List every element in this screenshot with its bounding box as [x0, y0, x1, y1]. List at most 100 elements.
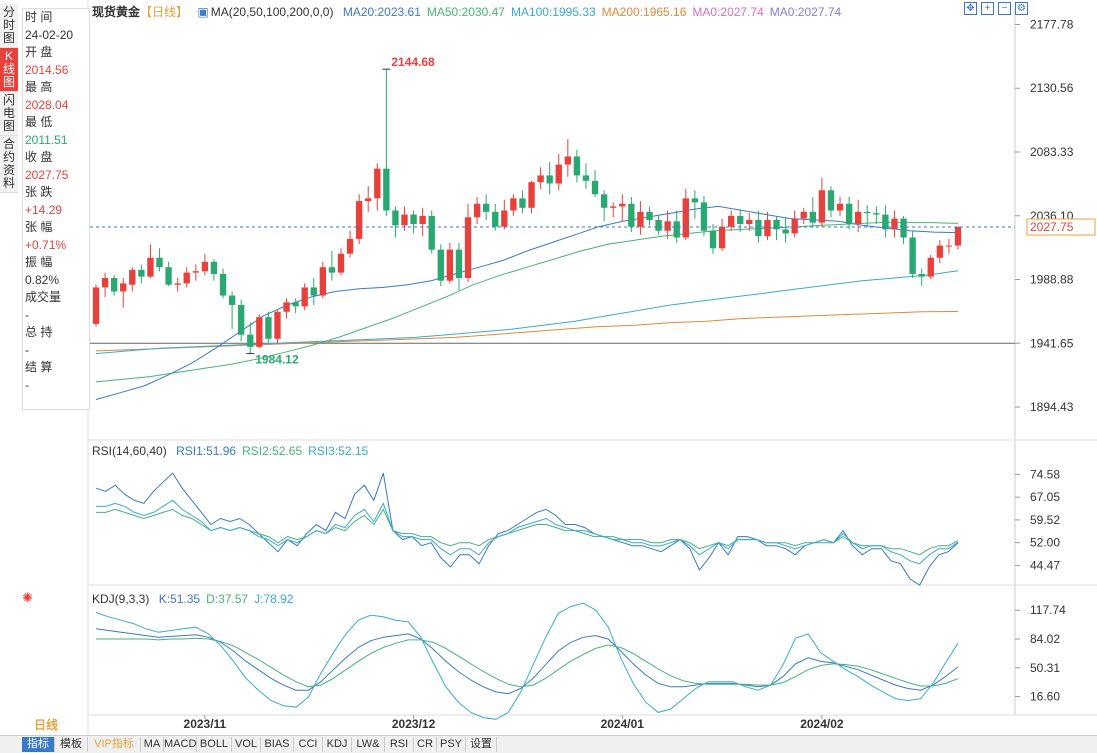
candle-body: [201, 261, 209, 272]
price-axis: 2177.782130.562083.332036.101988.881941.…: [184, 17, 1096, 731]
candle-body: [555, 164, 562, 184]
candle-body: [129, 269, 136, 285]
indicator-tick-label: 44.47: [1030, 558, 1060, 572]
candle-body: [492, 211, 499, 227]
candle-body: [773, 219, 780, 230]
period-label: 【日线】: [140, 5, 189, 19]
amplitude-value: 0.82%: [25, 272, 60, 287]
ma-params: MA(20,50,100,200,0,0): [210, 5, 334, 19]
candle-body: [727, 215, 735, 227]
candle-body: [945, 245, 953, 247]
indicator-tab-6[interactable]: VOL: [232, 737, 261, 752]
candle-body: [528, 182, 535, 208]
close-value: 2027.75: [25, 167, 69, 182]
left-tab-2[interactable]: 闪电图: [0, 92, 18, 136]
candle-body: [110, 278, 118, 292]
kdj-values: K:51.35 D:37.57 J:78.92: [159, 592, 300, 606]
candle-body: [455, 249, 463, 278]
candle-body: [809, 211, 816, 223]
candle-body: [410, 214, 417, 224]
high-marker-label: 2144.68: [391, 55, 435, 69]
candle-body: [464, 217, 472, 278]
date-tick-label: 2023/11: [184, 717, 227, 731]
zoom-out-icon[interactable]: −: [998, 2, 1011, 15]
candle-body: [419, 215, 426, 224]
candle-body: [664, 221, 671, 231]
settings-icon[interactable]: ⚙: [1015, 2, 1028, 15]
indicator-tab-5[interactable]: BOLL: [197, 737, 232, 752]
candle-body: [519, 198, 526, 208]
candle-body: [437, 249, 444, 281]
candle-body: [228, 295, 236, 305]
indicator-tab-14[interactable]: 设置: [466, 737, 497, 752]
candle-body: [628, 203, 635, 227]
ma50-line: [95, 222, 959, 383]
indicator-tab-0[interactable]: 指标: [22, 737, 55, 752]
price-tick-label: 1894.43: [1030, 400, 1074, 414]
candle-body: [791, 218, 798, 234]
date-tick-label: 2023/12: [392, 717, 436, 731]
ma-value-3: MA200:1965.16: [601, 5, 687, 19]
candle-body: [954, 226, 962, 246]
rsi-series-RSI2: [96, 508, 959, 556]
candle-body: [274, 311, 281, 339]
open-interest-label: 总 持: [25, 325, 53, 339]
candle-body: [655, 219, 662, 231]
candle-body: [755, 219, 762, 237]
candle-body: [138, 269, 145, 277]
indicator-tab-12[interactable]: CR: [414, 737, 437, 752]
indicator-tab-11[interactable]: RSI: [385, 737, 414, 752]
candle-body: [827, 190, 835, 211]
left-tab-0[interactable]: 分时图: [0, 4, 18, 48]
kdj-legend: KDJ(9,3,3) K:51.35 D:37.57 J:78.92: [92, 592, 305, 606]
indicator-tick-label: 16.60: [1030, 690, 1060, 704]
candle-body: [473, 203, 481, 218]
indicator-tab-8[interactable]: CCI: [294, 737, 323, 752]
candle-body: [374, 168, 381, 199]
candle-body: [283, 302, 290, 312]
indicator-tab-2[interactable]: VIP指标: [88, 737, 141, 752]
ma-value-5: MA0:2027.74: [769, 5, 842, 19]
indicator-tab-10[interactable]: LW&: [352, 737, 385, 752]
candle-body: [891, 218, 898, 230]
candle-body: [482, 203, 490, 212]
candle-body: [310, 287, 317, 296]
candle-body: [882, 214, 889, 230]
indicator-tab-13[interactable]: PSY: [437, 737, 466, 752]
candle-body: [610, 206, 617, 208]
date-tick-label: 2024/01: [601, 717, 645, 731]
ma20-line: [95, 205, 959, 400]
indicator-tick-label: 50.31: [1030, 661, 1060, 675]
indicator-tick-label: 67.05: [1030, 490, 1060, 504]
candle-body: [646, 211, 653, 220]
candle-body: [855, 211, 862, 224]
candle-body: [501, 210, 508, 227]
indicator-tab-9[interactable]: KDJ: [323, 737, 352, 752]
kdj-label: KDJ(9,3,3): [92, 592, 150, 606]
candle-body: [219, 273, 227, 296]
indicator-tab-1[interactable]: 模板: [55, 737, 88, 752]
ma100-line: [95, 270, 959, 355]
symbol-name: 现货黄金: [92, 5, 141, 19]
candle-body: [392, 210, 399, 226]
candle-body: [428, 215, 435, 250]
zoom-in-icon[interactable]: +: [981, 2, 994, 15]
candle-body: [446, 249, 454, 281]
left-tab-3[interactable]: 合约资料: [0, 136, 18, 193]
candle-body: [265, 317, 272, 339]
ma-values: MA20:2023.61 MA50:2030.47 MA100:1995.33 MA2…: [343, 5, 847, 19]
current-price-box: [1026, 218, 1096, 236]
candle-body: [301, 287, 308, 307]
ma-toggle-icon[interactable]: ▣: [197, 5, 209, 19]
indicator-settings-icon[interactable]: ✺: [22, 590, 33, 605]
period-tab[interactable]: 日线: [34, 718, 59, 732]
indicator-tab-7[interactable]: BIAS: [261, 737, 294, 752]
indicator-tab-3[interactable]: MA: [141, 737, 164, 752]
rsi-value-0: RSI1:51.96: [176, 444, 237, 458]
indicator-tab-4[interactable]: MACD: [164, 737, 197, 752]
candle-body: [573, 156, 581, 176]
candle-body: [764, 219, 771, 237]
move-icon[interactable]: ✥: [964, 2, 977, 15]
